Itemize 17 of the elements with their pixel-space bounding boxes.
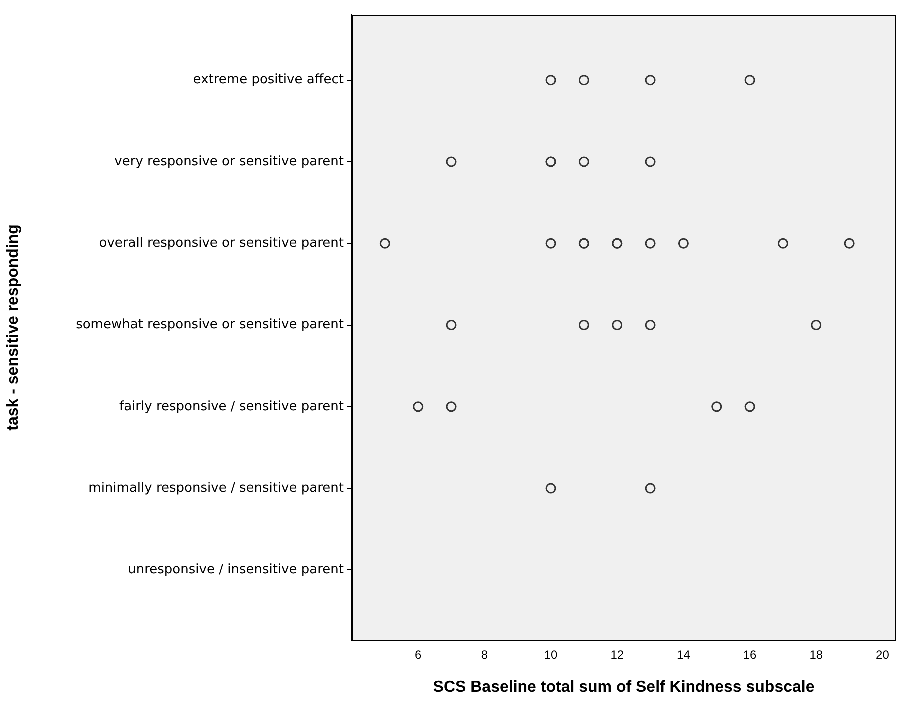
y-tick-label: somewhat responsive or sensitive parent [76, 318, 344, 333]
x-tick-label: 14 [677, 648, 691, 662]
y-axis-title: task - sensitive responding [5, 224, 22, 431]
x-tick-label: 12 [610, 648, 624, 662]
y-tick-label: minimally responsive / sensitive parent [88, 480, 344, 496]
x-tick-label: 10 [544, 648, 558, 662]
y-tick-label: fairly responsive / sensitive parent [120, 399, 344, 414]
x-tick-label: 20 [876, 648, 890, 662]
x-axis-title: SCS Baseline total sum of Self Kindness subscale [433, 678, 815, 696]
y-tick-label: unresponsive / insensitive parent [128, 562, 344, 578]
x-tick-label: 6 [415, 648, 422, 662]
x-tick-label: 16 [743, 648, 758, 662]
x-tick-label: 18 [810, 648, 824, 662]
y-tick-label: extreme positive affect [193, 72, 344, 88]
x-tick-label: 8 [481, 648, 488, 662]
y-tick-label: overall responsive or sensitive parent [99, 236, 344, 251]
y-tick-label: very responsive or sensitive parent [114, 154, 344, 170]
